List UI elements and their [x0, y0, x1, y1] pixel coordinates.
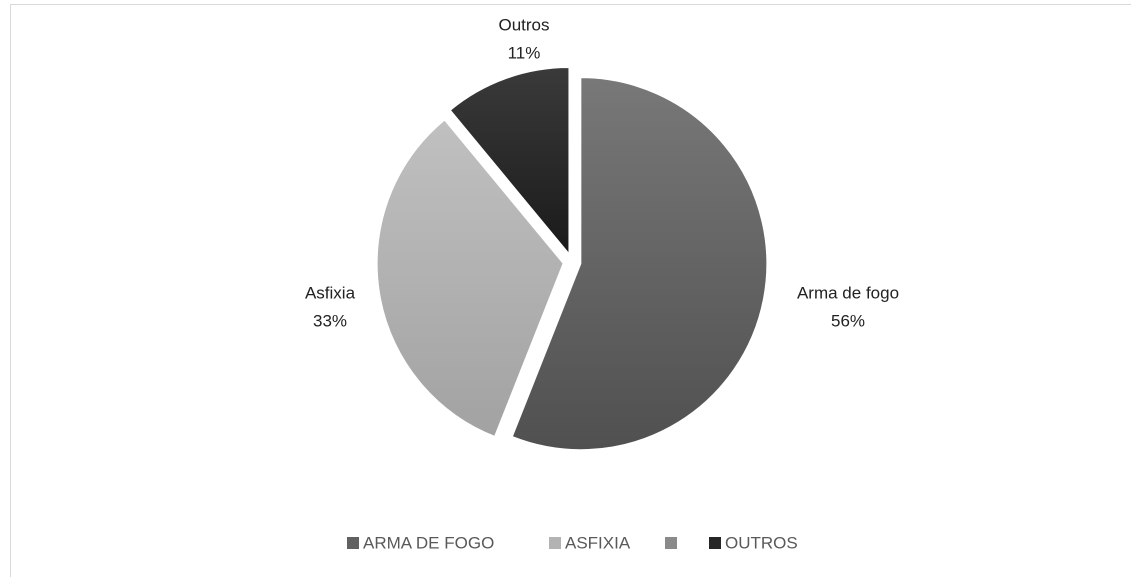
legend-label: ASFIXIA [565, 533, 631, 552]
slice-value-label: 33% [313, 311, 347, 330]
slice-label: Asfixia [305, 283, 356, 302]
legend-label: OUTROS [725, 533, 798, 552]
slice-value-label: 56% [831, 311, 865, 330]
legend-swatch [709, 537, 721, 549]
pie-slice [449, 67, 570, 255]
legend-swatch [665, 537, 677, 549]
legend-swatch [347, 537, 359, 549]
legend-label: ARMA DE FOGO [363, 533, 494, 552]
legend-swatch [549, 537, 561, 549]
pie-slice [511, 77, 768, 451]
slice-label: Arma de fogo [797, 283, 899, 302]
pie-slice [376, 119, 564, 437]
slice-label: Outros [498, 15, 549, 34]
slice-value-label: 11% [508, 43, 541, 62]
